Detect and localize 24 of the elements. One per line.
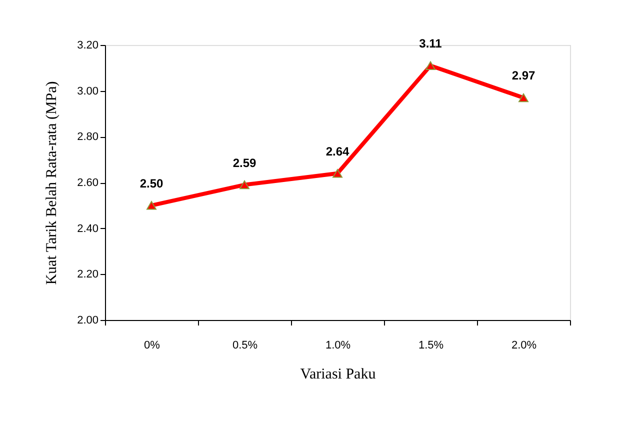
point bbox=[146, 201, 156, 210]
data-label: 3.11 bbox=[419, 36, 442, 51]
y-tick-label: 3.20 bbox=[77, 40, 98, 52]
y-tick-label: 2.40 bbox=[77, 222, 98, 235]
point bbox=[332, 168, 342, 178]
y-tick-label: 2.60 bbox=[77, 177, 98, 189]
y-axis-title: Kuat Tarik Belah Rata-rata (MPa) bbox=[44, 81, 60, 285]
data-label: 2.50 bbox=[140, 176, 164, 190]
x-tick-label: 2.0% bbox=[511, 340, 537, 352]
y-tick-label: 2.80 bbox=[77, 131, 98, 144]
y-tick-label: 2.00 bbox=[77, 314, 98, 326]
y-tick-label: 2.20 bbox=[77, 268, 98, 281]
data-label: 2.59 bbox=[232, 156, 256, 170]
point bbox=[426, 61, 436, 70]
x-axis-title: Variasi Paku bbox=[300, 366, 376, 382]
point bbox=[518, 93, 528, 102]
x-tick-label: 1.0% bbox=[325, 340, 351, 352]
x-tick-label: 0.5% bbox=[232, 340, 258, 352]
x-tick-label: 0% bbox=[144, 340, 160, 352]
x-tick-label: 1.5% bbox=[418, 340, 444, 352]
y-tick-label: 3.00 bbox=[77, 85, 98, 98]
data-label: 2.64 bbox=[326, 144, 350, 158]
point bbox=[240, 180, 250, 190]
data-label: 2.97 bbox=[512, 68, 536, 83]
